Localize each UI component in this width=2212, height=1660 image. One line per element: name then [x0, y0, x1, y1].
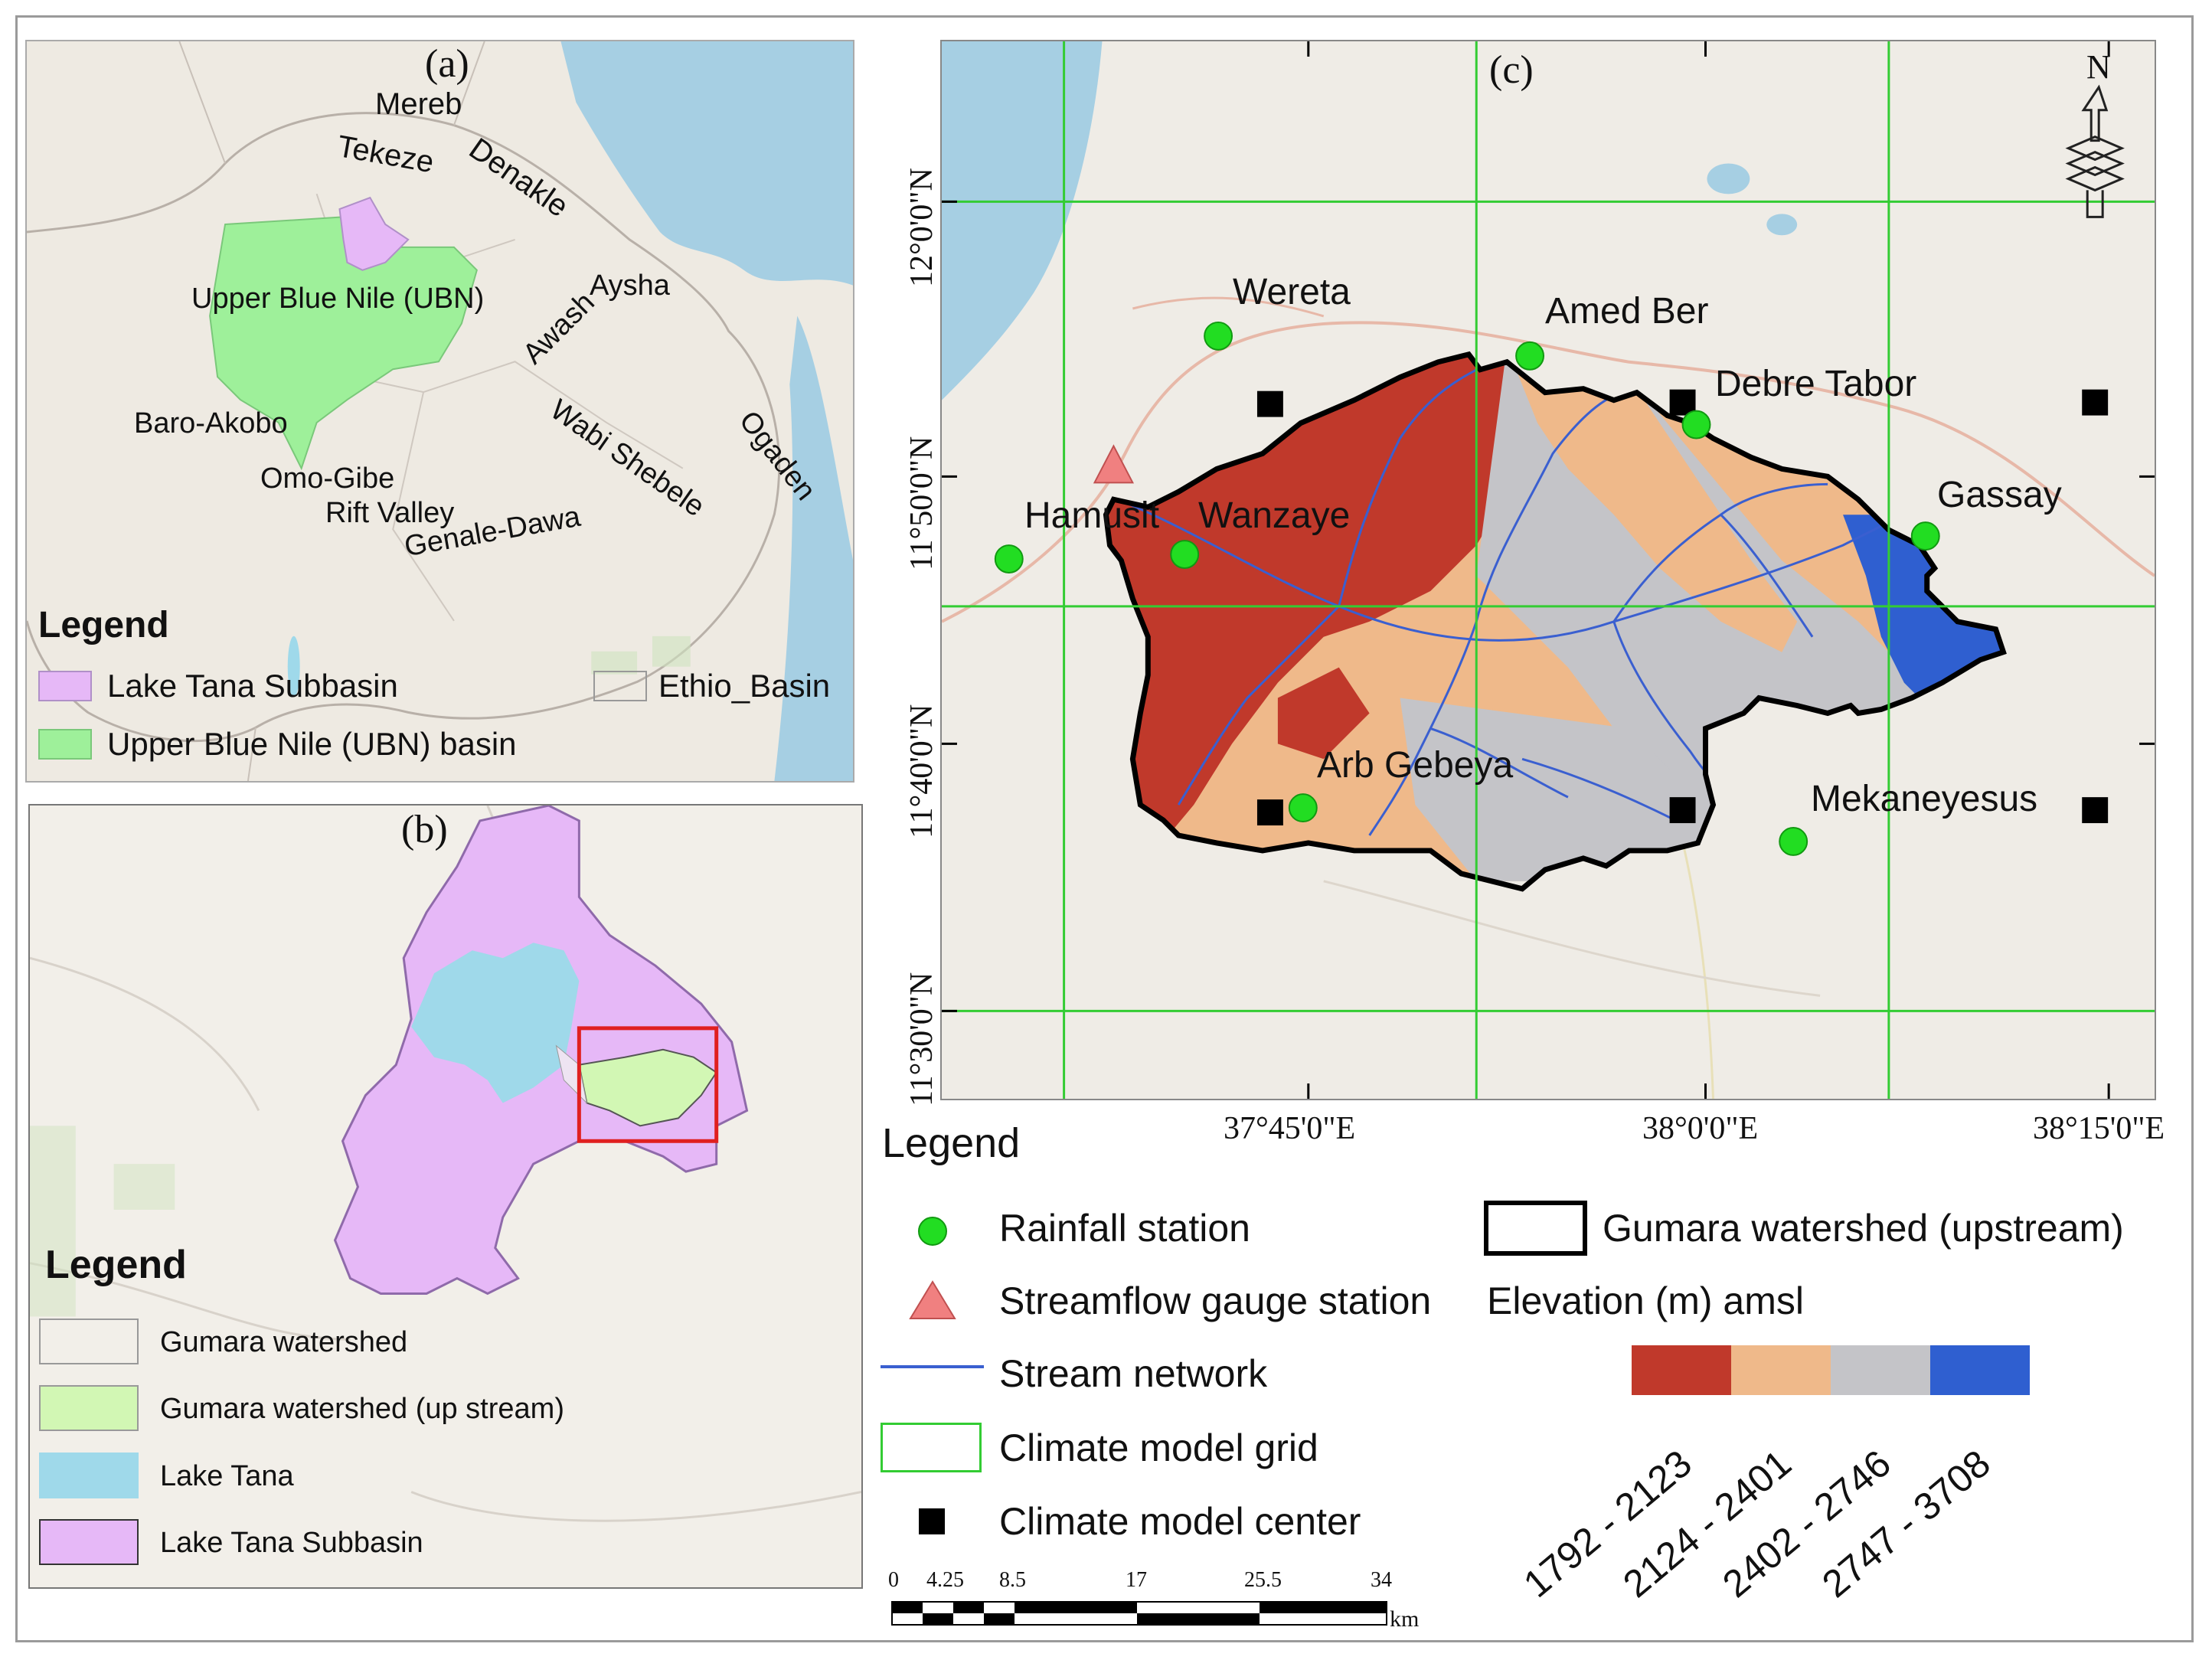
elevation-swatch-3 [1831, 1345, 1930, 1395]
elevation-swatch-4 [1930, 1345, 2030, 1395]
lon-label-38-00: 38°0'0"E [1642, 1111, 1759, 1146]
scale-tick-label-0: 0 [888, 1568, 899, 1592]
station-label-gassay: Gassay [1937, 475, 2062, 515]
scale-tick-label-3: 17 [1126, 1568, 1147, 1592]
station-label-amed-ber: Amed Ber [1545, 291, 1709, 332]
lat-label-11-50: 11°50'0"N [904, 436, 939, 570]
legend-rainfall-label: Rainfall station [999, 1207, 1250, 1250]
panel-b-letter: (b) [401, 808, 448, 851]
panel-b-legend-swatch-gumara [39, 1319, 139, 1364]
panel-b-legend-title: Legend [45, 1243, 187, 1287]
figure-frame [15, 15, 2194, 1642]
legend-stream-symbol [881, 1365, 984, 1368]
panel-c-letter: (c) [1489, 48, 1534, 92]
legend-elevation-title: Elevation (m) amsl [1487, 1279, 1804, 1322]
panel-a-legend-ubn: Upper Blue Nile (UBN) basin [107, 726, 517, 762]
elevation-color-bar [1632, 1345, 2030, 1395]
scale-tick-label-4: 25.5 [1244, 1568, 1282, 1592]
panel-b-legend-swatch-tana [39, 1519, 139, 1565]
station-label-arb-gebeya: Arb Gebeya [1317, 745, 1514, 786]
panel-a-letter: (a) [425, 42, 469, 86]
panel-a-legend-swatch-ethio [593, 671, 647, 701]
panel-a-legend-swatch-ubn [38, 729, 92, 760]
panel-a-legend-swatch-tana [38, 671, 92, 701]
panel-b-map: (b) Legend Gumara watershed Gumara water… [28, 804, 863, 1589]
north-arrow-label: N [2086, 48, 2111, 86]
legend-stream-label: Stream network [999, 1352, 1268, 1395]
legend-center-symbol [919, 1508, 945, 1534]
panel-c-legend-title: Legend [882, 1120, 1021, 1166]
basin-label-rift: Rift Valley [325, 497, 455, 529]
legend-watershed-label: Gumara watershed (upstream) [1603, 1207, 2124, 1250]
scale-tick-label-1: 4.25 [926, 1568, 964, 1592]
basin-label-mereb: Mereb [375, 87, 462, 121]
station-label-hamusit: Hamusit [1024, 495, 1160, 536]
legend-center-label: Climate model center [999, 1500, 1361, 1543]
station-label-wereta: Wereta [1233, 272, 1351, 312]
basin-label-omo: Omo-Gibe [260, 462, 395, 495]
panel-c-map: (c) N Wereta Amed Ber Debre Tabor Gassay… [940, 40, 2156, 1100]
panel-b-legend-gumara: Gumara watershed [160, 1326, 408, 1358]
panel-b-legend-swatch-lake [39, 1452, 139, 1498]
legend-gauge-label: Streamflow gauge station [999, 1279, 1432, 1322]
panel-b-basemap [30, 805, 861, 1587]
north-arrow-icon [2067, 87, 2129, 225]
scale-tick-label-2: 8.5 [999, 1568, 1026, 1592]
legend-rainfall-symbol [918, 1217, 947, 1246]
panel-b-legend-tana: Lake Tana Subbasin [160, 1527, 423, 1559]
station-label-debre-tabor: Debre Tabor [1715, 364, 1917, 404]
panel-a-legend-ethio: Ethio_Basin [658, 668, 831, 704]
panel-c-basemap [942, 41, 2155, 1099]
panel-a-map: (a) Mereb Tekeze Denakle Upper Blue Nile… [25, 40, 854, 783]
panel-b-legend-swatch-gumara-up [39, 1385, 139, 1431]
elevation-swatch-1 [1632, 1345, 1731, 1395]
elevation-swatch-2 [1731, 1345, 1831, 1395]
basin-label-ubn: Upper Blue Nile (UBN) [191, 283, 485, 315]
panel-b-legend-lake: Lake Tana [160, 1460, 294, 1492]
legend-watershed-symbol [1484, 1201, 1587, 1256]
station-label-wanzaye: Wanzaye [1198, 495, 1351, 536]
lon-label-37-45: 37°45'0"E [1224, 1111, 1356, 1146]
lat-label-11-40: 11°40'0"N [904, 704, 939, 838]
lon-label-38-15: 38°15'0"E [2033, 1111, 2165, 1146]
panel-a-legend-tana: Lake Tana Subbasin [107, 668, 398, 704]
scale-tick-label-5: 34 [1371, 1568, 1392, 1592]
legend-gauge-symbol [909, 1280, 956, 1319]
scale-bar-unit: km [1390, 1606, 1420, 1632]
legend-grid-label: Climate model grid [999, 1426, 1318, 1469]
lat-label-12-00: 12°0'0"N [904, 168, 939, 287]
panel-a-legend-title: Legend [38, 605, 169, 645]
legend-grid-symbol [881, 1423, 982, 1472]
panel-b-legend-gumara-up: Gumara watershed (up stream) [160, 1393, 564, 1425]
basin-label-baro: Baro-Akobo [134, 407, 288, 440]
station-label-mekaneyesus: Mekaneyesus [1811, 779, 2038, 819]
lat-label-11-30: 11°30'0"N [904, 972, 939, 1106]
scale-bar [891, 1601, 1387, 1626]
basin-label-aysha: Aysha [590, 270, 670, 302]
panel-a-basemap [27, 41, 853, 781]
